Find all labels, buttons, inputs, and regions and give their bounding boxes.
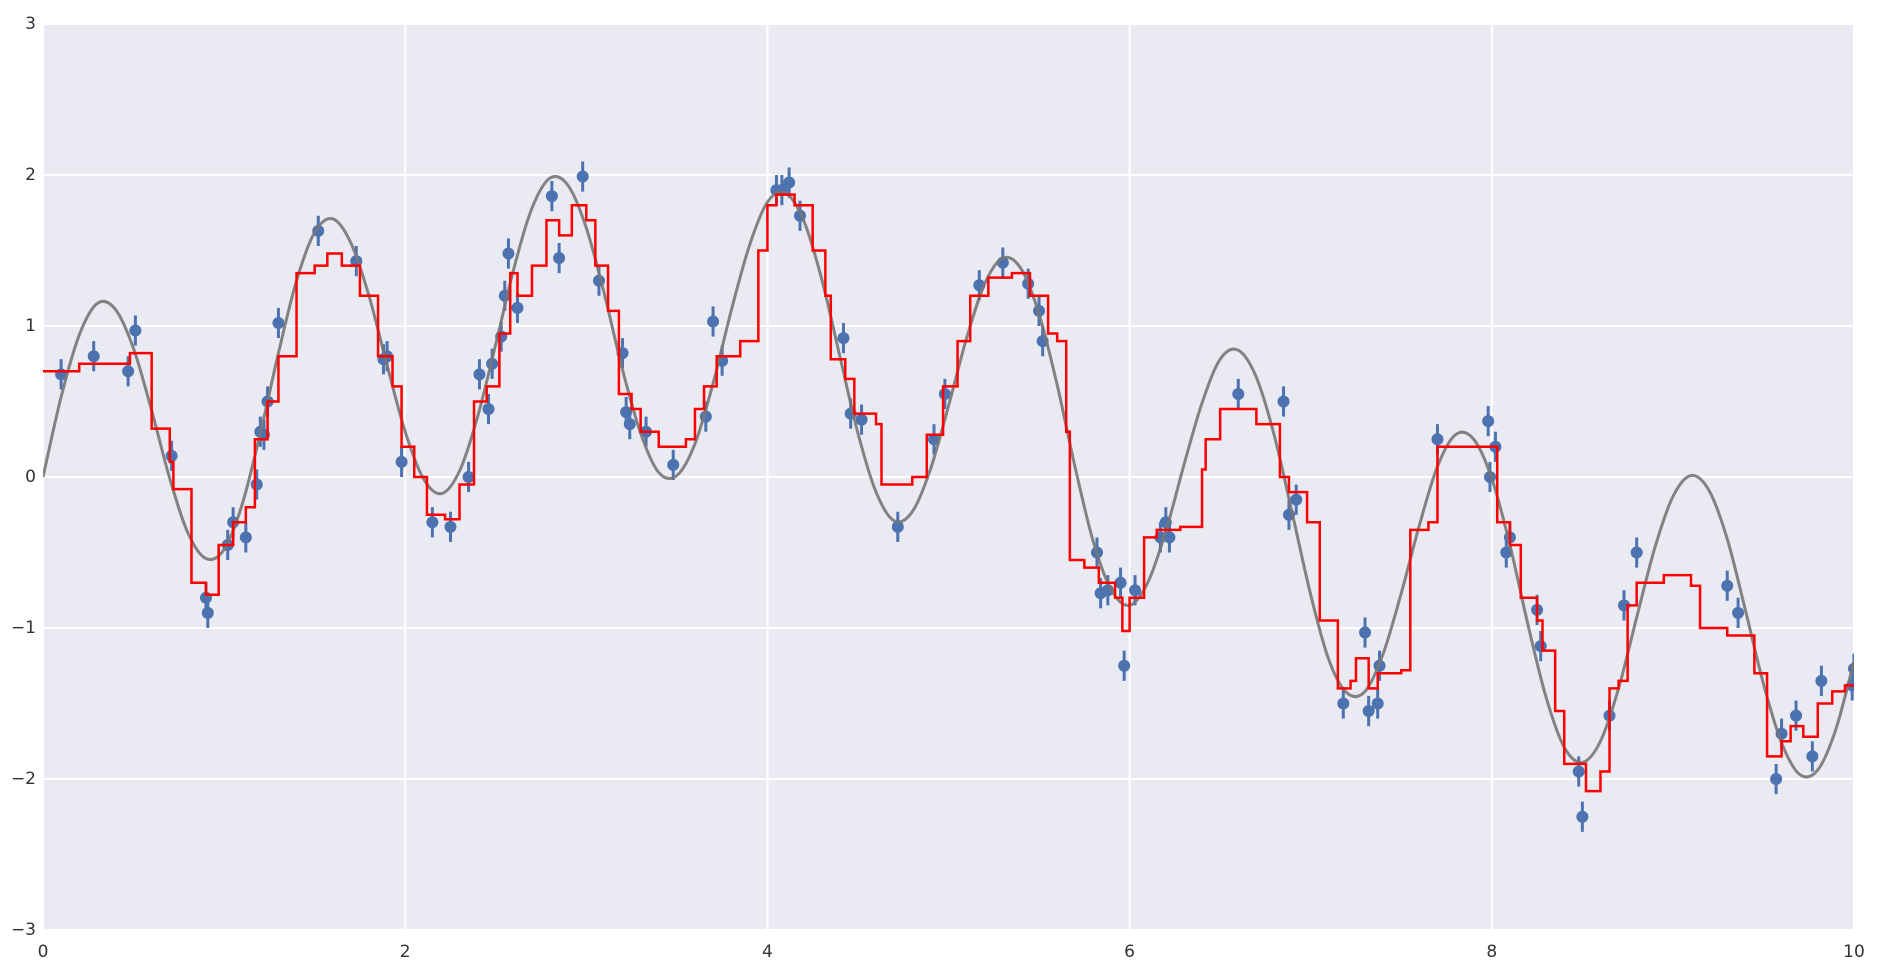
data-point: [1114, 576, 1127, 589]
data-point: [1118, 659, 1131, 672]
data-point: [783, 176, 796, 189]
y-tick-label: 2: [25, 165, 36, 185]
x-tick-label: 0: [38, 942, 49, 960]
data-point: [426, 516, 439, 529]
data-point: [1815, 674, 1828, 687]
y-tick-label: 0: [25, 467, 36, 487]
data-point: [1129, 584, 1142, 597]
data-point: [239, 531, 252, 544]
data-point: [1337, 697, 1350, 710]
data-point: [272, 316, 285, 329]
data-point: [1362, 705, 1375, 718]
plot-layer: [43, 161, 1854, 832]
y-tick-label: −2: [11, 769, 36, 789]
data-point: [928, 433, 941, 446]
data-point: [1790, 709, 1803, 722]
data-point: [1232, 387, 1245, 400]
y-tick-label: −1: [11, 618, 36, 638]
data-point: [1732, 606, 1745, 619]
data-point: [1431, 433, 1444, 446]
x-tick-label: 6: [1124, 942, 1135, 960]
y-tick-label: 3: [25, 14, 36, 34]
data-point: [1359, 626, 1372, 639]
data-point: [122, 365, 135, 378]
data-point: [707, 315, 720, 328]
data-point: [1290, 493, 1303, 506]
data-point: [1721, 579, 1734, 592]
data-point: [623, 418, 636, 431]
data-point: [1576, 810, 1589, 823]
data-point: [545, 190, 558, 203]
data-point: [553, 252, 566, 265]
x-tick-label: 4: [762, 942, 773, 960]
data-point: [201, 606, 214, 619]
data-point: [1770, 773, 1783, 785]
data-point: [444, 520, 457, 533]
data-point: [87, 350, 100, 363]
data-point: [129, 324, 142, 337]
data-point: [855, 413, 868, 426]
data-point: [1572, 765, 1585, 778]
data-point: [1277, 395, 1290, 408]
data-point: [667, 458, 680, 471]
fit-line: [43, 193, 1854, 793]
data-point: [395, 455, 408, 468]
data-point: [1371, 697, 1384, 710]
data-point: [576, 170, 589, 183]
data-point: [511, 301, 524, 314]
data-point: [473, 368, 486, 381]
y-tick-label: 1: [25, 316, 36, 336]
y-tick-label: −3: [11, 920, 36, 940]
x-tick-label: 8: [1486, 942, 1497, 960]
data-point: [250, 478, 263, 491]
true-curve: [43, 174, 1854, 779]
data-point: [1806, 750, 1819, 763]
data-point: [837, 332, 850, 345]
data-point: [482, 403, 495, 416]
data-point: [502, 247, 515, 260]
x-tick-label: 2: [400, 942, 411, 960]
data-point: [891, 520, 904, 533]
data-point: [1482, 415, 1495, 428]
data-point: [1630, 546, 1643, 559]
data-point: [165, 449, 178, 462]
x-tick-label: 10: [1843, 942, 1865, 960]
data-point: [462, 471, 475, 483]
